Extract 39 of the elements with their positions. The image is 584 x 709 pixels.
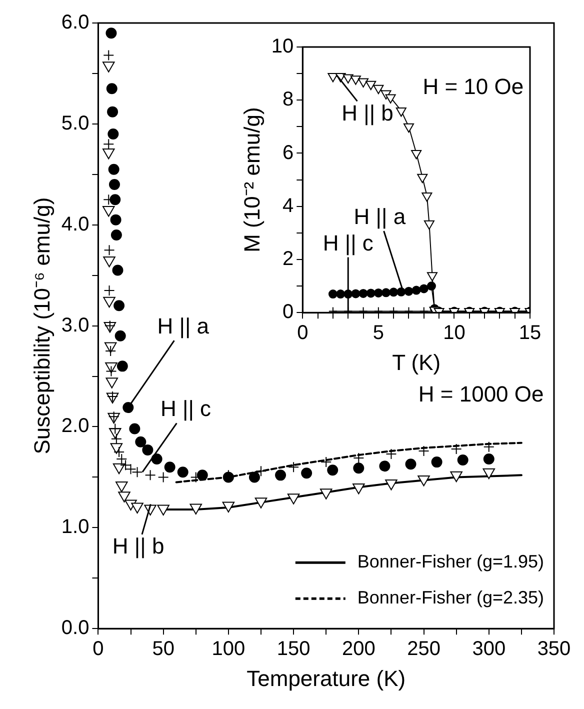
annotation: H || a: [354, 204, 406, 230]
x-tick-label: 0: [92, 638, 104, 660]
x-tick-label: 350: [537, 638, 571, 660]
annotation: H = 10 Oe: [422, 74, 524, 100]
x-tick-label: 250: [407, 638, 440, 660]
legend-label: Bonner-Fisher (g=2.35): [357, 588, 544, 608]
y-tick-label: 10: [271, 36, 294, 58]
y-tick-label: 0.0: [61, 617, 90, 640]
annotation: H || c: [160, 396, 212, 422]
y-tick-label: 5.0: [61, 112, 90, 134]
y-axis-title: M (10⁻² emu/g): [239, 107, 264, 252]
y-tick-label: 6: [282, 142, 294, 164]
y-tick-label: 2.0: [61, 415, 90, 438]
y-tick-label: 1.0: [61, 516, 90, 538]
annotation: H || c: [322, 230, 374, 256]
y-tick-label: 2: [282, 248, 294, 270]
annotation: H || a: [157, 314, 210, 339]
x-axis-title: T (K): [392, 350, 441, 375]
x-tick-label: 300: [472, 638, 506, 660]
x-tick-label: 50: [152, 638, 174, 660]
x-tick-label: 0: [297, 322, 308, 344]
x-tick-label: 100: [212, 638, 246, 660]
y-axis-title: Susceptibility (10⁻⁶ emu/g): [29, 197, 54, 454]
annotation: H = 1000 Oe: [418, 382, 544, 407]
y-tick-label: 6.0: [61, 12, 90, 34]
x-tick-label: 15: [518, 322, 542, 344]
x-tick-label: 150: [276, 638, 310, 660]
x-tick-label: 200: [342, 638, 376, 660]
y-tick-label: 3.0: [61, 314, 90, 336]
legend-label: Bonner-Fisher (g=1.95): [357, 552, 544, 572]
y-tick-label: 4: [282, 194, 294, 217]
annotation: H || b: [342, 100, 394, 126]
y-tick-label: 4.0: [61, 213, 90, 236]
x-tick-label: 5: [372, 322, 384, 344]
annotation: H || b: [112, 534, 164, 559]
x-tick-label: 10: [443, 322, 466, 344]
y-tick-label: 0: [282, 301, 294, 324]
y-tick-label: 8: [282, 88, 294, 111]
x-axis-title: Temperature (K): [246, 666, 406, 691]
